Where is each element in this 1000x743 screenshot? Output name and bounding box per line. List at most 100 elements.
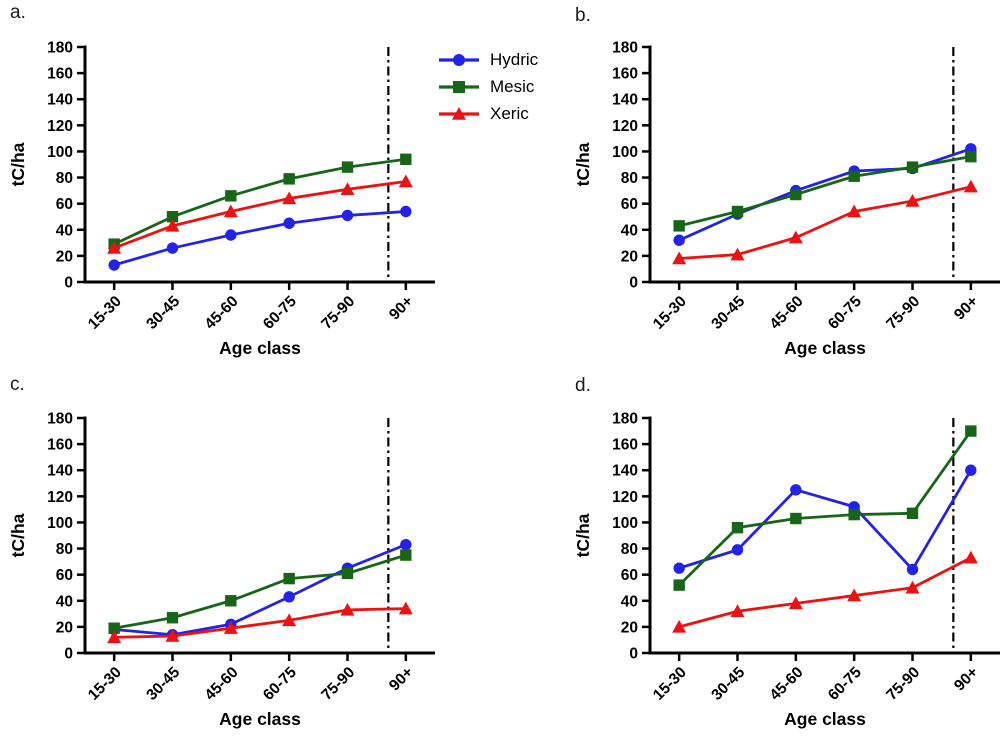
svg-text:140: 140: [612, 463, 638, 480]
panel-label-a: a.: [10, 2, 26, 24]
svg-text:180: 180: [612, 411, 638, 428]
y-axis-title: tC/ha: [8, 142, 28, 186]
svg-text:120: 120: [47, 489, 73, 506]
svg-text:60-75: 60-75: [260, 293, 300, 333]
series-hydric: [673, 143, 976, 246]
svg-text:45-60: 45-60: [202, 664, 242, 704]
svg-text:20: 20: [621, 619, 638, 636]
svg-text:120: 120: [612, 118, 638, 135]
svg-text:20: 20: [621, 248, 638, 265]
svg-text:60: 60: [621, 196, 638, 213]
svg-text:120: 120: [47, 118, 73, 135]
svg-text:75-90: 75-90: [883, 293, 923, 333]
chart-panel-d: 0 20 40 60 80 100 120 140 160 180 15-30 30-45 45-60 6…: [565, 403, 1000, 743]
svg-text:100: 100: [47, 144, 73, 161]
svg-text:30-45: 30-45: [143, 293, 183, 333]
svg-text:40: 40: [56, 222, 73, 239]
svg-text:60: 60: [56, 567, 73, 584]
svg-text:100: 100: [47, 515, 73, 532]
square-icon: [437, 79, 481, 95]
legend-label-hydric: Hydric: [490, 50, 538, 70]
svg-text:90+: 90+: [386, 664, 417, 695]
svg-text:140: 140: [47, 92, 73, 109]
circle-icon: [437, 52, 481, 68]
x-axis: 15-30 30-45 45-60 60-75 75-90 90+: [84, 282, 436, 333]
series-mesic: [108, 154, 411, 250]
y-axis: 0 20 40 60 80 100 120 140 160 180: [612, 411, 650, 663]
y-axis-title: tC/ha: [573, 513, 593, 557]
svg-text:90+: 90+: [951, 664, 982, 695]
svg-text:75-90: 75-90: [883, 664, 923, 704]
svg-text:90+: 90+: [386, 293, 417, 324]
svg-text:100: 100: [612, 515, 638, 532]
legend-item-xeric: Xeric: [437, 104, 538, 124]
svg-text:40: 40: [56, 593, 73, 610]
panel-label-b: b.: [575, 5, 591, 27]
legend: Hydric Mesic Xeric: [437, 50, 538, 124]
panel-label-d: d.: [575, 375, 591, 397]
svg-text:45-60: 45-60: [767, 664, 807, 704]
svg-text:15-30: 15-30: [650, 293, 690, 333]
legend-label-xeric: Xeric: [490, 104, 529, 124]
series-hydric: [108, 206, 411, 271]
svg-text:160: 160: [612, 66, 638, 83]
svg-text:60-75: 60-75: [825, 293, 865, 333]
series-mesic: [673, 425, 976, 590]
svg-text:180: 180: [612, 40, 638, 57]
svg-text:0: 0: [629, 646, 638, 663]
series-xeric: [672, 551, 978, 633]
y-axis-title: tC/ha: [8, 513, 28, 557]
legend-label-mesic: Mesic: [490, 77, 534, 97]
x-axis-title: Age class: [219, 338, 301, 358]
svg-text:60-75: 60-75: [825, 664, 865, 704]
svg-text:15-30: 15-30: [85, 664, 125, 704]
svg-text:60: 60: [56, 196, 73, 213]
svg-text:30-45: 30-45: [143, 664, 183, 704]
legend-item-mesic: Mesic: [437, 77, 538, 97]
chart-panel-c: 0 20 40 60 80 100 120 140 160 180 15-30 30-45 45-60 6…: [0, 403, 460, 743]
svg-text:20: 20: [56, 619, 73, 636]
series-mesic: [673, 151, 976, 232]
y-axis-title: tC/ha: [573, 142, 593, 186]
svg-text:80: 80: [621, 170, 638, 187]
x-axis-title: Age class: [784, 709, 866, 729]
svg-text:15-30: 15-30: [650, 664, 690, 704]
svg-text:30-45: 30-45: [708, 664, 748, 704]
svg-text:90+: 90+: [951, 293, 982, 324]
x-axis-title: Age class: [219, 709, 301, 729]
svg-text:60-75: 60-75: [260, 664, 300, 704]
svg-text:30-45: 30-45: [708, 293, 748, 333]
svg-text:45-60: 45-60: [202, 293, 242, 333]
panel-label-c: c.: [10, 374, 25, 396]
x-axis: 15-30 30-45 45-60 60-75 75-90 90+: [649, 653, 1000, 704]
svg-text:20: 20: [56, 248, 73, 265]
svg-text:40: 40: [621, 593, 638, 610]
x-axis-title: Age class: [784, 338, 866, 358]
svg-text:100: 100: [612, 144, 638, 161]
svg-text:80: 80: [621, 541, 638, 558]
svg-text:60: 60: [621, 567, 638, 584]
svg-text:160: 160: [612, 437, 638, 454]
svg-text:80: 80: [56, 541, 73, 558]
svg-text:140: 140: [47, 463, 73, 480]
svg-text:180: 180: [47, 40, 73, 57]
svg-text:0: 0: [64, 646, 73, 663]
triangle-icon: [437, 106, 481, 122]
svg-text:120: 120: [612, 489, 638, 506]
y-axis: 0 20 40 60 80 100 120 140 160 180: [47, 411, 85, 663]
svg-text:180: 180: [47, 411, 73, 428]
svg-text:15-30: 15-30: [85, 293, 125, 333]
svg-text:160: 160: [47, 437, 73, 454]
svg-text:160: 160: [47, 66, 73, 83]
svg-text:75-90: 75-90: [318, 293, 358, 333]
legend-item-hydric: Hydric: [437, 50, 538, 70]
svg-text:40: 40: [621, 222, 638, 239]
svg-text:0: 0: [629, 275, 638, 292]
svg-text:80: 80: [56, 170, 73, 187]
